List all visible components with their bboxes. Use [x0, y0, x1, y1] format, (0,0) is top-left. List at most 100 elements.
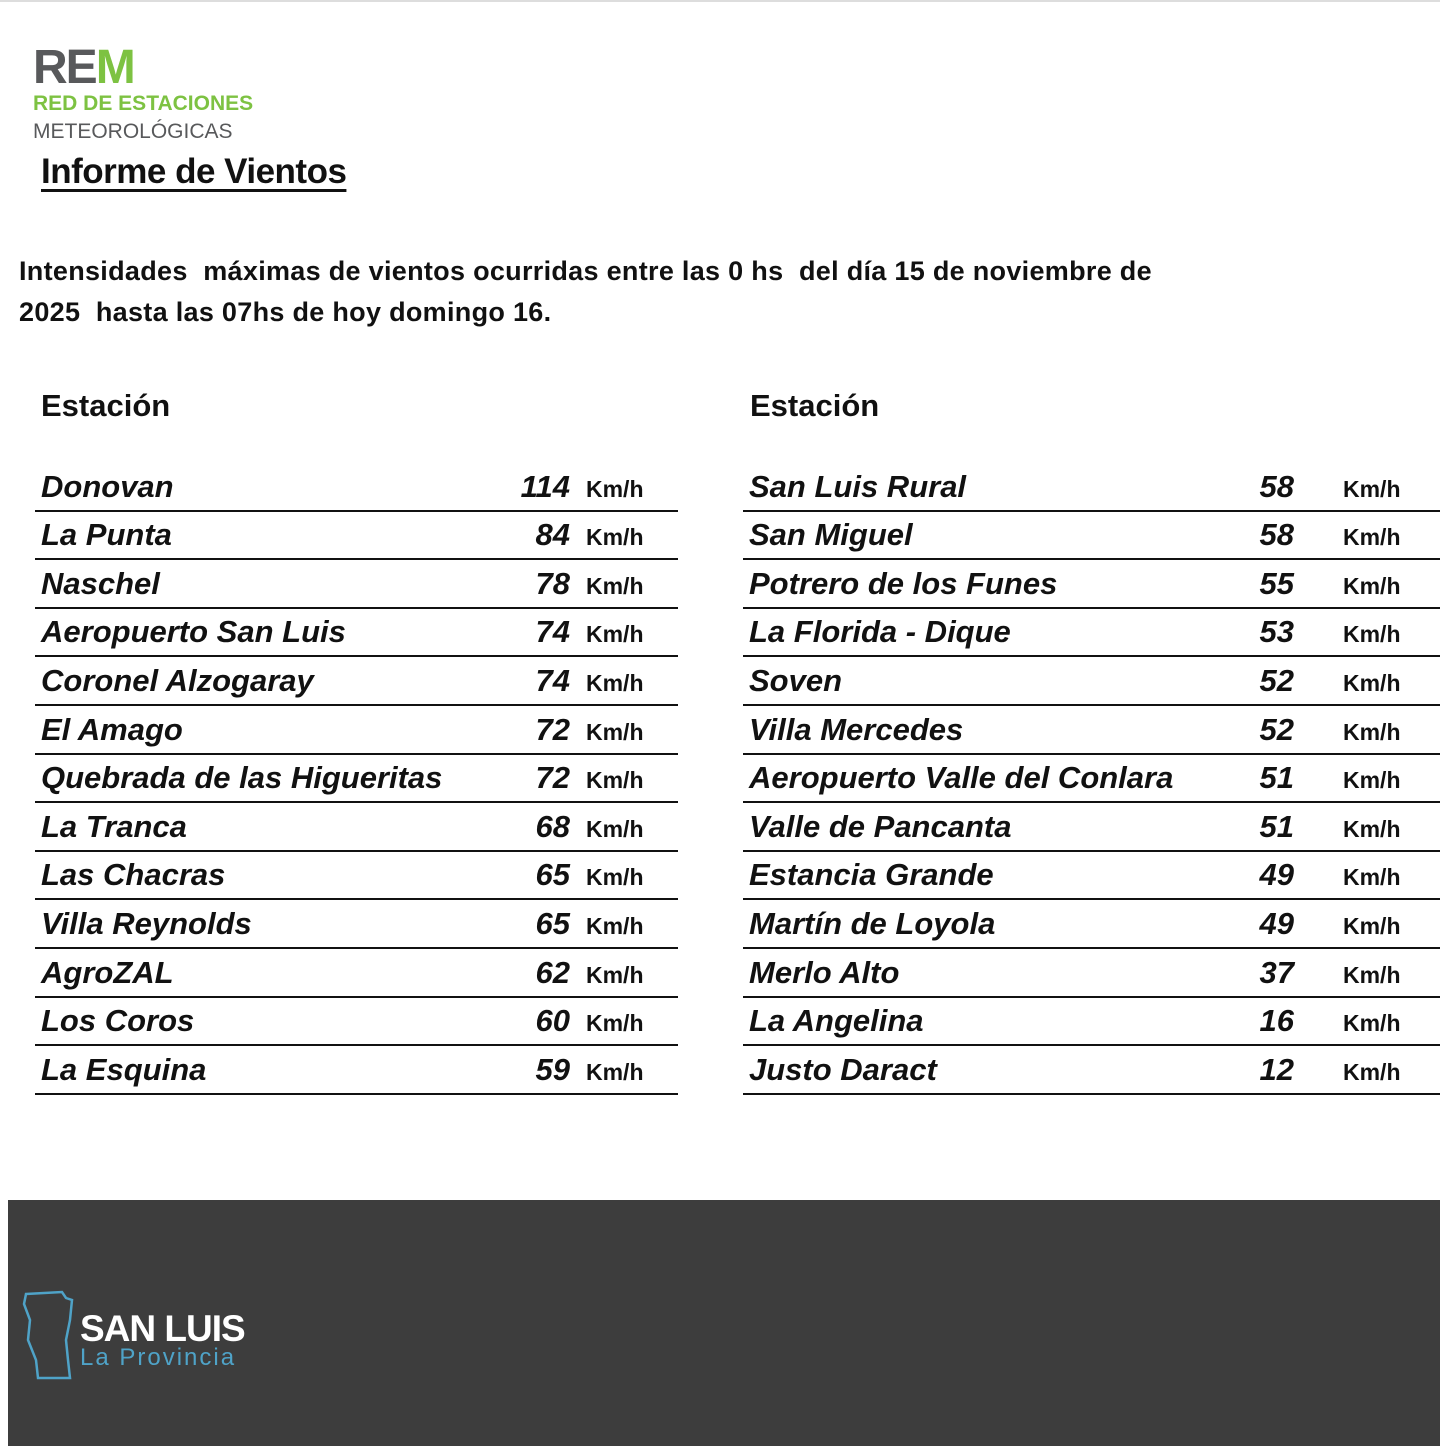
wind-value: 114: [520, 468, 570, 504]
table-row: Coronel Alzogaray 74 Km/h: [35, 657, 678, 706]
station-name: La Florida - Dique: [749, 614, 1011, 650]
footer: [8, 1200, 1440, 1446]
table-row: Aeropuerto San Luis 74 Km/h: [35, 609, 678, 658]
station-name: Soven: [749, 662, 843, 698]
column-header: Estación: [41, 388, 171, 423]
wind-unit: Km/h: [586, 475, 644, 502]
wind-value: 74: [535, 662, 570, 698]
wind-value: 52: [1259, 662, 1294, 698]
table-row: Donovan 114 Km/h: [35, 463, 678, 512]
station-name: Aeropuerto San Luis: [41, 614, 346, 650]
intro-line: 2025 hasta las 07hs de hoy domingo 16.: [19, 297, 552, 327]
wind-value: 55: [1259, 565, 1294, 601]
table-row: San Miguel 58 Km/h: [743, 512, 1440, 561]
wind-unit: Km/h: [586, 572, 644, 599]
table-row: Potrero de los Funes 55 Km/h: [743, 560, 1440, 609]
wind-unit: Km/h: [586, 1010, 644, 1037]
wind-unit: Km/h: [1343, 572, 1401, 599]
table-row: Aeropuerto Valle del Conlara 51 Km/h: [743, 755, 1440, 804]
table-row: Las Chacras 65 Km/h: [35, 852, 678, 901]
table-row: La Florida - Dique 53 Km/h: [743, 609, 1440, 658]
wind-unit: Km/h: [1343, 864, 1401, 891]
wind-unit: Km/h: [1343, 1010, 1401, 1037]
wind-unit: Km/h: [1343, 669, 1401, 696]
wind-value: 84: [535, 517, 570, 553]
wind-value: 12: [1259, 1051, 1294, 1087]
wind-unit: Km/h: [1343, 815, 1401, 842]
wind-value: 72: [535, 760, 570, 796]
table-row: Villa Mercedes 52 Km/h: [743, 706, 1440, 755]
wind-unit: Km/h: [586, 1058, 644, 1085]
wind-unit: Km/h: [1343, 767, 1401, 794]
station-name: Justo Daract: [749, 1051, 937, 1087]
table-row: AgroZAL 62 Km/h: [35, 949, 678, 998]
wind-unit: Km/h: [1343, 1058, 1401, 1085]
table-row: Villa Reynolds 65 Km/h: [35, 900, 678, 949]
logo-mark-part: RE: [33, 41, 98, 94]
station-name: San Luis Rural: [749, 468, 967, 504]
wind-value: 51: [1259, 760, 1294, 796]
footer-name: SAN LUIS: [80, 1308, 246, 1349]
station-name: Martín de Loyola: [749, 905, 996, 941]
table-row: El Amago 72 Km/h: [35, 706, 678, 755]
wind-value: 78: [535, 565, 570, 601]
table-row: La Esquina 59 Km/h: [35, 1046, 678, 1095]
table-row: Valle de Pancanta 51 Km/h: [743, 803, 1440, 852]
table-row: Soven 52 Km/h: [743, 657, 1440, 706]
table-row: La Punta 84 Km/h: [35, 512, 678, 561]
station-name: AgroZAL: [41, 954, 174, 990]
wind-unit: Km/h: [586, 961, 644, 988]
table-row: La Tranca 68 Km/h: [35, 803, 678, 852]
table-row: Estancia Grande 49 Km/h: [743, 852, 1440, 901]
wind-unit: Km/h: [586, 524, 644, 551]
station-name: Estancia Grande: [749, 857, 994, 893]
wind-value: 62: [535, 954, 570, 990]
column-header: Estación: [750, 388, 880, 423]
wind-unit: Km/h: [586, 864, 644, 891]
wind-value: 68: [535, 808, 570, 844]
table-row: Quebrada de las Higueritas 72 Km/h: [35, 755, 678, 804]
wind-unit: Km/h: [586, 815, 644, 842]
station-name: Donovan: [41, 468, 174, 504]
wind-unit: Km/h: [1343, 621, 1401, 648]
wind-unit: Km/h: [1343, 912, 1401, 939]
title: Informe de Vientos: [41, 152, 347, 191]
logo-mark: REM: [33, 40, 136, 95]
station-name: Villa Reynolds: [41, 905, 252, 941]
station-name: La Punta: [41, 517, 172, 553]
station-name: Los Coros: [41, 1003, 195, 1039]
station-name: San Miguel: [749, 517, 913, 553]
table-row: Los Coros 60 Km/h: [35, 998, 678, 1047]
wind-value: 52: [1259, 711, 1294, 747]
wind-unit: Km/h: [1343, 961, 1401, 988]
table-row: Martín de Loyola 49 Km/h: [743, 900, 1440, 949]
station-name: La Esquina: [41, 1051, 207, 1087]
station-name: Quebrada de las Higueritas: [41, 760, 443, 796]
wind-value: 59: [535, 1051, 570, 1087]
wind-value: 58: [1259, 468, 1294, 504]
wind-value: 53: [1259, 614, 1294, 650]
wind-unit: Km/h: [586, 912, 644, 939]
top-border: [0, 0, 1440, 2]
wind-value: 49: [1259, 857, 1294, 893]
wind-unit: Km/h: [1343, 718, 1401, 745]
wind-unit: Km/h: [586, 669, 644, 696]
wind-value: 37: [1259, 954, 1294, 990]
station-name: La Angelina: [749, 1003, 924, 1039]
wind-unit: Km/h: [586, 767, 644, 794]
footer-tagline: La Provincia: [80, 1344, 237, 1371]
wind-unit: Km/h: [586, 718, 644, 745]
wind-value: 60: [535, 1003, 570, 1039]
wind-value: 72: [535, 711, 570, 747]
intro-line: Intensidades máximas de vientos ocurrida…: [19, 256, 1152, 286]
table-row: Naschel 78 Km/h: [35, 560, 678, 609]
wind-value: 51: [1259, 808, 1294, 844]
wind-value: 65: [535, 857, 570, 893]
table-row: La Angelina 16 Km/h: [743, 998, 1440, 1047]
station-name: El Amago: [41, 711, 183, 747]
wind-value: 65: [535, 905, 570, 941]
wind-value: 58: [1259, 517, 1294, 553]
table-row: San Luis Rural 58 Km/h: [743, 463, 1440, 512]
wind-value: 74: [535, 614, 570, 650]
